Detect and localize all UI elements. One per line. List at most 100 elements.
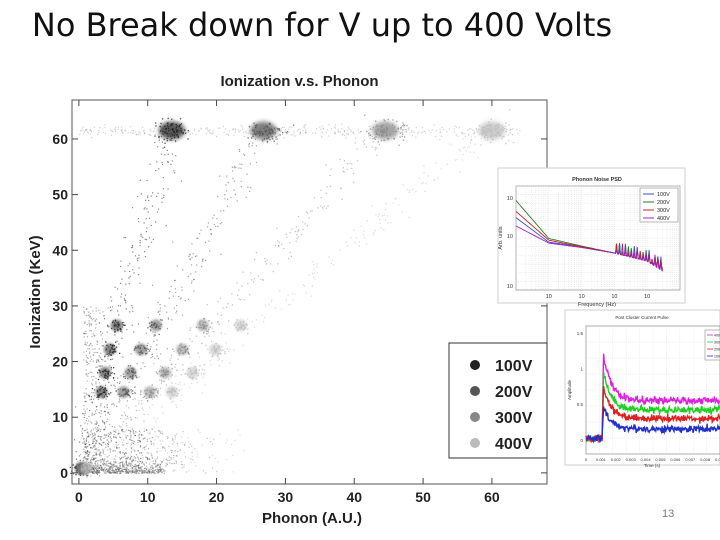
scatter-point [114,472,116,474]
scatter-point [154,135,156,137]
scatter-point [135,405,137,407]
scatter-point [439,128,441,130]
scatter-point [505,143,507,145]
scatter-point [156,464,158,466]
scatter-point [85,360,87,362]
scatter-point [235,321,237,323]
scatter-point [156,355,158,357]
scatter-point [239,129,241,132]
scatter-point [190,458,193,460]
scatter-point [131,376,134,378]
scatter-point [350,130,352,132]
scatter-point [99,127,101,129]
scatter-point [83,306,85,309]
scatter-point [96,470,98,472]
scatter-point [181,286,183,288]
scatter-point [234,439,236,442]
scatter-point [109,471,112,473]
scatter-point [157,436,159,438]
scatter-point [402,122,404,124]
scatter-point [83,438,85,440]
scatter-point [283,137,285,139]
scatter-point [90,343,92,345]
scatter-point [146,344,148,347]
scatter-point [125,388,127,390]
scatter-point [100,439,103,441]
scatter-point [202,369,204,371]
scatter-point [88,409,91,412]
scatter-point [107,435,110,437]
scatter-point [169,291,171,293]
scatter-point [114,450,117,453]
scatter-point [137,442,139,444]
scatter-point [84,446,86,448]
scatter-point [87,464,89,466]
scatter-point [277,130,279,132]
scatter-point [171,128,173,130]
scatter-point [208,335,210,337]
main-legend-label: 300V [495,410,533,427]
scatter-point [220,332,222,334]
scatter-point [83,404,85,407]
scatter-point [106,439,108,441]
scatter-point [161,406,163,408]
scatter-point [131,441,134,444]
scatter-point [140,457,142,459]
scatter-point [150,467,152,469]
scatter-point [110,372,112,374]
scatter-point [85,419,87,422]
scatter-point [89,371,91,373]
scatter-point [124,414,127,416]
scatter-point [439,132,441,134]
scatter-point [104,384,107,386]
scatter-point [116,471,118,473]
scatter-point [150,357,152,359]
scatter-point [343,131,346,133]
scatter-point [194,366,197,368]
scatter-point [459,149,461,152]
scatter-point [151,404,153,406]
scatter-point [106,444,108,446]
scatter-point [443,128,445,131]
scatter-point [194,461,196,464]
scatter-point [463,146,466,149]
scatter-point [171,124,173,127]
scatter-point [267,133,269,135]
scatter-point [113,379,116,381]
scatter-point [246,173,248,175]
scatter-point [180,297,182,299]
scatter-point [424,132,427,134]
scatter-point [224,353,226,355]
scatter-point [129,470,131,472]
scatter-point [380,140,382,142]
scatter-point [86,446,88,448]
scatter-point [92,459,95,461]
scatter-point [85,401,87,403]
scatter-point [497,123,499,125]
scatter-point [164,447,166,450]
scatter-point [146,352,148,355]
scatter-point [99,443,101,445]
scatter-point [119,470,122,472]
scatter-point [98,466,100,468]
scatter-point [261,139,264,141]
scatter-point [103,441,105,443]
scatter-point [200,373,203,375]
scatter-point [184,373,187,375]
scatter-point [230,197,232,199]
scatter-point [108,465,110,467]
scatter-point [368,132,370,134]
scatter-point [154,419,156,421]
scatter-point [103,315,105,317]
scatter-point [88,320,90,322]
scatter-point [193,130,195,132]
scatter-point [131,207,134,209]
scatter-point [264,304,267,306]
scatter-point [140,344,142,347]
scatter-point [171,401,173,403]
scatter-point [257,130,259,133]
scatter-point [386,128,388,131]
scatter-point [239,299,242,301]
scatter-point [139,354,141,356]
scatter-point [132,132,134,134]
